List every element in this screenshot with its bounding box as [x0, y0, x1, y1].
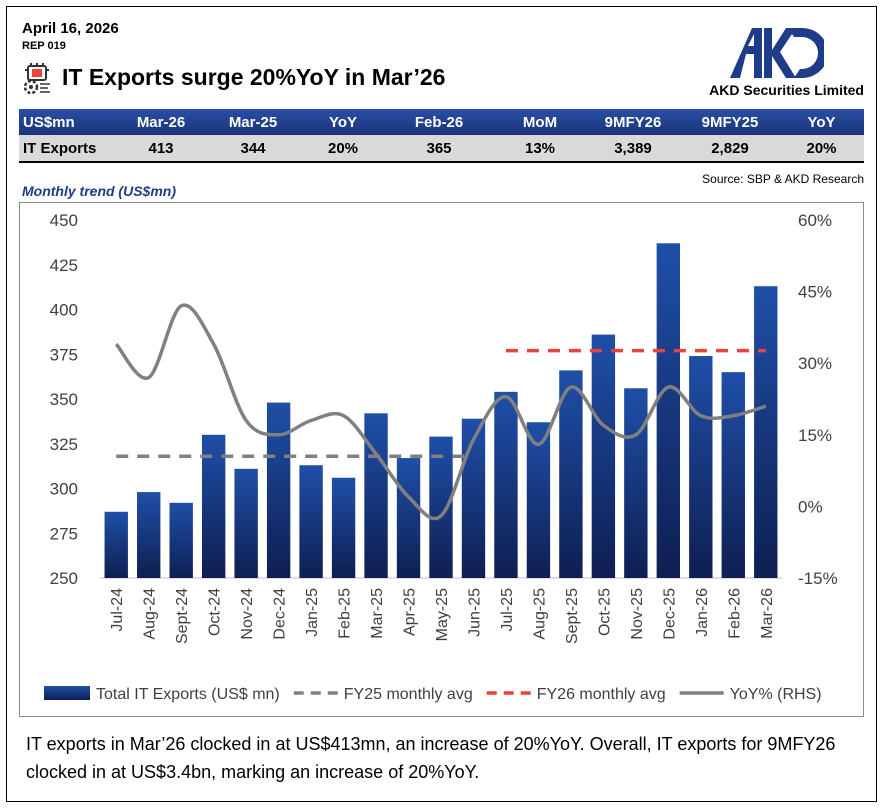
x-axis-tick-label: Mar-25 [369, 588, 386, 639]
table-header-cell: 9MFY26 [585, 109, 681, 135]
page-title: IT Exports surge 20%YoY in Mar’26 [62, 64, 446, 90]
x-axis-tick-label: Jul-24 [109, 588, 126, 632]
bar [754, 286, 778, 578]
table-header-cell: MoM [495, 109, 585, 135]
table-header-cell: US$mn [19, 109, 119, 135]
left-axis-tick-label: 250 [50, 569, 78, 588]
table-header-cell: Feb-26 [383, 109, 495, 135]
x-axis-tick-label: Sept-25 [564, 588, 581, 644]
bar [689, 356, 713, 578]
bar [591, 334, 616, 578]
x-axis-tick-label: May-25 [434, 588, 451, 641]
x-axis-tick-label: Jul-25 [499, 588, 516, 632]
report-id: REP 019 [22, 40, 66, 52]
bar [559, 370, 583, 578]
x-axis-tick-label: Apr-25 [402, 588, 419, 636]
legend-label: Total IT Exports (US$ mn) [96, 686, 280, 703]
bar [396, 458, 421, 578]
it-exports-chart: 250 275 300 325 350 375 400 425 450 -15% 0% 15% 30% 4… [44, 211, 838, 703]
yoy-line [114, 303, 767, 521]
x-axis-tick-label: Jan-26 [694, 588, 711, 637]
x-axis-tick-label: Aug-25 [531, 588, 548, 640]
table-cell: 344 [203, 135, 303, 163]
table-cell: 2,829 [681, 135, 779, 163]
table-cell: 13% [495, 135, 585, 163]
left-axis-tick-label: 375 [50, 345, 78, 364]
bar [656, 243, 681, 578]
x-axis-tick-label: Oct-25 [596, 588, 613, 636]
x-axis-tick-label: Feb-25 [337, 588, 354, 639]
right-axis-tick-label: 15% [798, 426, 832, 445]
chip-gear-icon [23, 63, 50, 95]
legend-label: YoY% (RHS) [730, 686, 822, 703]
legend-label: FY26 monthly avg [537, 686, 666, 703]
bar [624, 388, 648, 578]
table-header-cell: Mar-26 [119, 109, 203, 135]
chart-subtitle: Monthly trend (US$mn) [22, 183, 176, 199]
x-axis-tick-label: Dec-25 [661, 588, 678, 640]
right-axis-tick-label: 45% [798, 283, 832, 302]
table-cell: 20% [303, 135, 383, 163]
company-name: AKD Securities Limited [709, 82, 864, 98]
x-axis-tick-label: Dec-24 [272, 588, 289, 640]
bar [721, 372, 745, 578]
x-axis-tick-label: Nov-25 [629, 588, 646, 640]
table-header-cell: 9MFY25 [681, 109, 779, 135]
table-cell: 365 [383, 135, 495, 163]
right-axis-tick-label: -15% [798, 569, 838, 588]
legend-swatch-bar [44, 686, 90, 700]
left-axis-tick-label: 450 [50, 211, 78, 230]
x-axis-tick-label: Feb-26 [726, 588, 743, 639]
report-date: April 16, 2026 [22, 20, 119, 37]
table-header-row: US$mn Mar-26 Mar-25 YoY Feb-26 MoM 9MFY2… [19, 109, 864, 135]
x-axis-tick-label: Jan-25 [304, 588, 321, 637]
left-axis-tick-label: 325 [50, 435, 78, 454]
bar [137, 492, 161, 578]
table-cell: 413 [119, 135, 203, 163]
x-axis-tick-label: Mar-26 [759, 588, 776, 639]
table-header-cell: YoY [779, 109, 864, 135]
table-header-cell: YoY [303, 109, 383, 135]
x-axis-tick-label: Jun-25 [466, 588, 483, 637]
bar [104, 511, 128, 578]
bar [234, 468, 258, 578]
table-header-cell: Mar-25 [203, 109, 303, 135]
x-axis-tick-label: Sept-24 [174, 588, 191, 644]
bar [364, 413, 388, 578]
summary-text: IT exports in Mar’26 clocked in at US$41… [26, 734, 836, 782]
left-axis-tick-label: 350 [50, 390, 78, 409]
left-axis-tick-label: 400 [50, 301, 78, 320]
left-axis-tick-label: 300 [50, 480, 78, 499]
table-cell: 20% [779, 135, 864, 163]
akd-logo [730, 28, 824, 78]
bar [461, 418, 486, 578]
source-note: Source: SBP & AKD Research [702, 172, 864, 186]
legend-label: FY25 monthly avg [344, 686, 473, 703]
bar [429, 436, 453, 578]
bar [201, 434, 226, 578]
chart-area [19, 202, 864, 717]
x-axis-tick-label: Aug-24 [142, 588, 159, 640]
left-axis-tick-label: 425 [50, 256, 78, 275]
bar [266, 402, 291, 578]
right-axis-tick-label: 30% [798, 354, 832, 373]
summary-table: US$mn Mar-26 Mar-25 YoY Feb-26 MoM 9MFY2… [19, 109, 864, 163]
bar [331, 477, 356, 578]
bar [299, 465, 323, 578]
report-frame [6, 6, 877, 802]
bar [494, 391, 518, 578]
x-axis-tick-label: Nov-24 [239, 588, 256, 640]
left-axis-tick-label: 275 [50, 524, 78, 543]
right-axis-tick-label: 0% [798, 497, 823, 516]
bar [169, 502, 193, 578]
table-row: IT Exports 413 344 20% 365 13% 3,389 2,8… [19, 135, 864, 163]
table-cell: IT Exports [19, 135, 119, 163]
right-axis-tick-label: 60% [798, 211, 832, 230]
x-axis-tick-label: Oct-24 [207, 588, 224, 636]
bar [526, 422, 551, 578]
table-cell: 3,389 [585, 135, 681, 163]
